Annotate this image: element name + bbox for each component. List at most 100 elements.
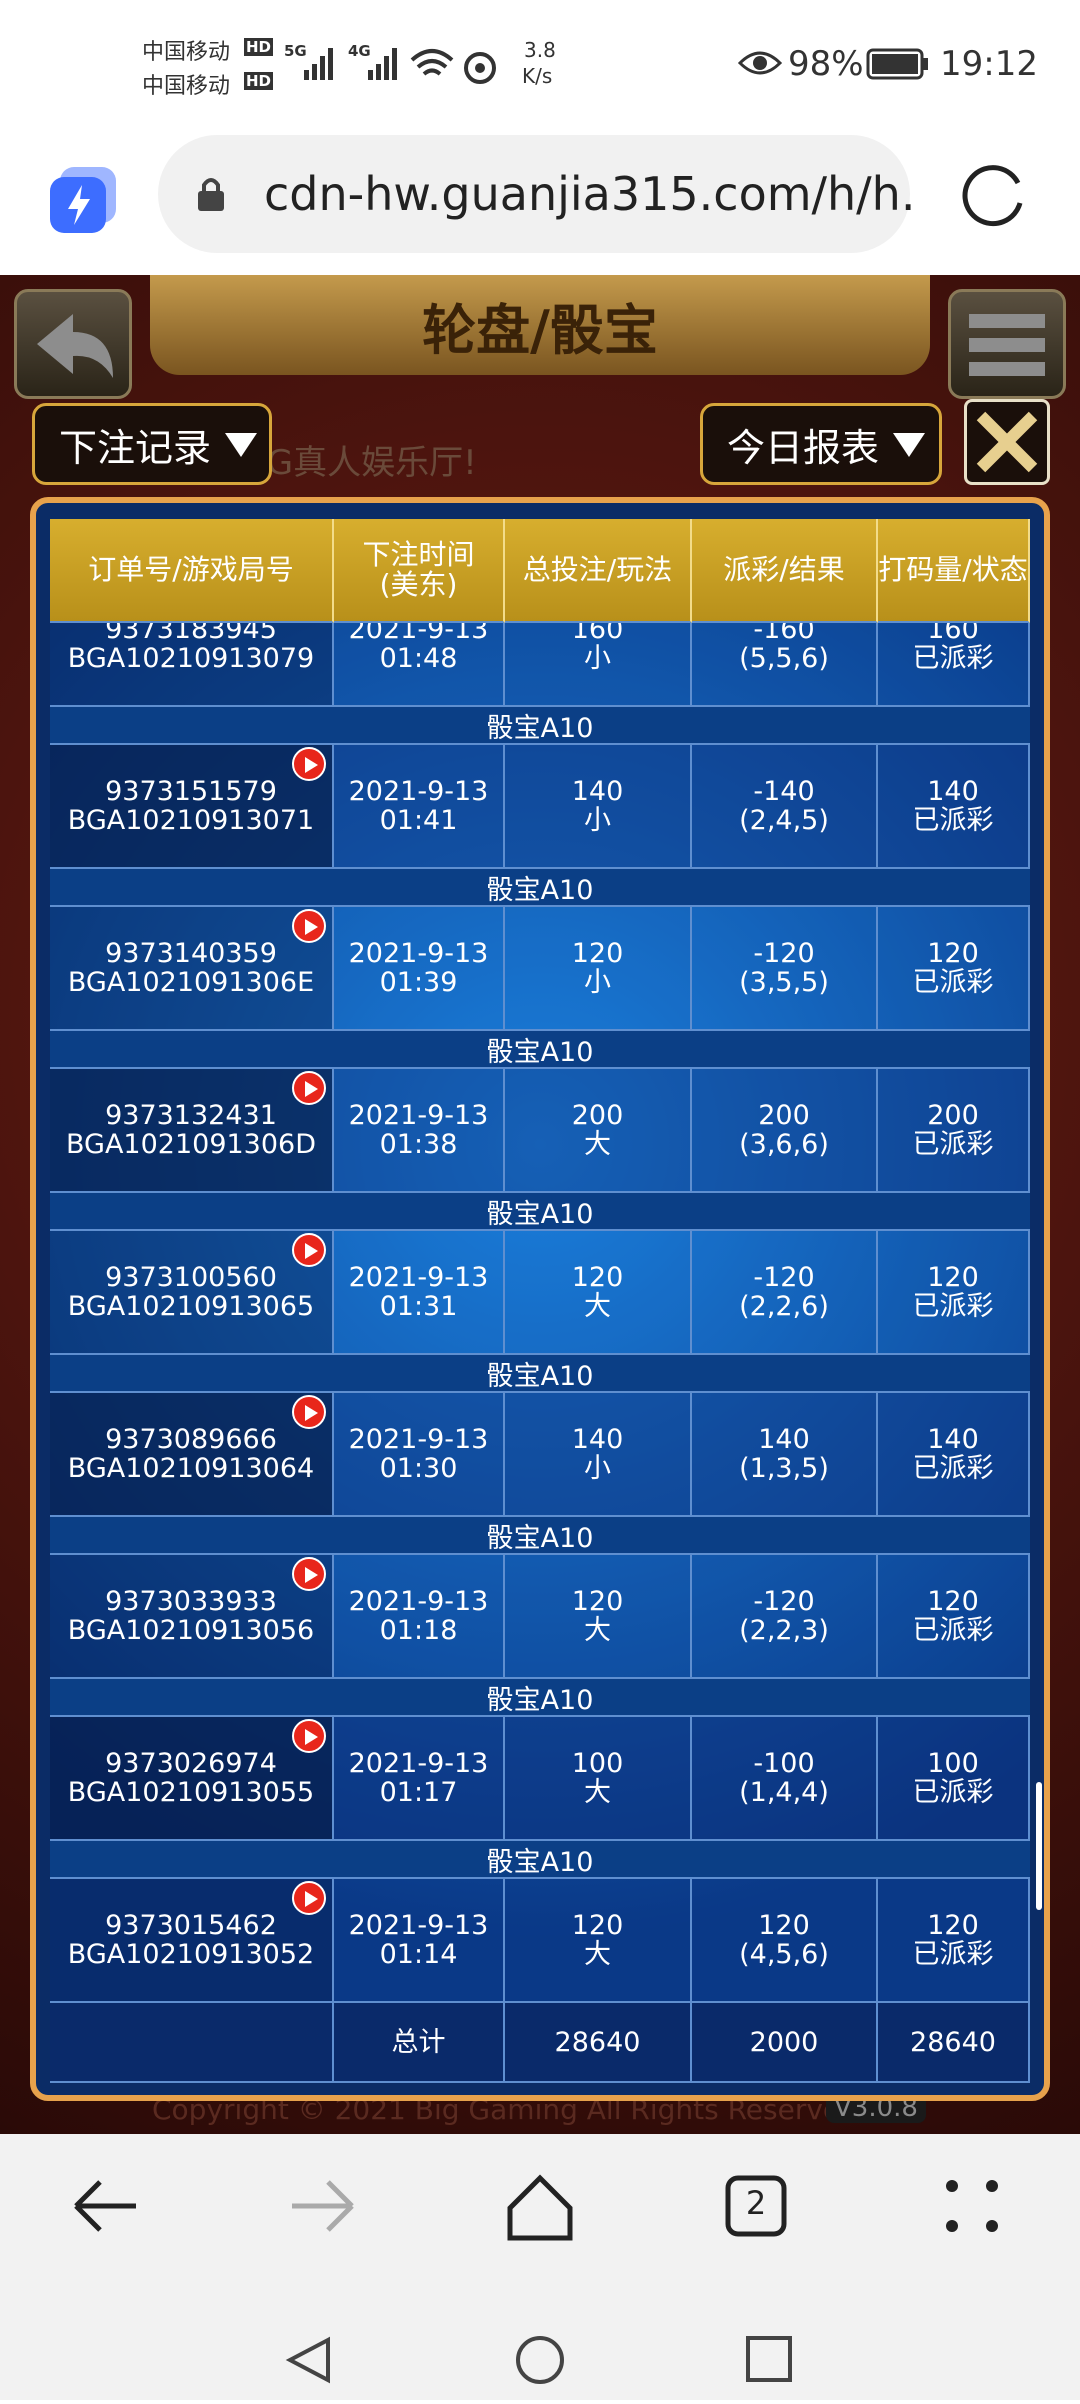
table-cell: 2021-9-13 01:31 (334, 1231, 505, 1355)
play-button[interactable] (292, 1881, 326, 1915)
cell-text: 01:30 (379, 1453, 458, 1484)
system-back[interactable] (285, 2336, 330, 2384)
cell-text: 2021-9-13 (348, 776, 489, 807)
eye-icon (738, 51, 782, 75)
back-button[interactable] (14, 289, 132, 399)
cell-text: -120 (753, 1586, 815, 1617)
cell-text: 01:41 (379, 805, 458, 836)
cell-text: 200 (758, 1100, 810, 1131)
cell-text: 已派彩 (912, 1939, 994, 1970)
cell-text: 大 (584, 1939, 611, 1970)
header-cell: 派彩/结果 (692, 519, 878, 623)
table-cell: 9373033933 BGA10210913056 (50, 1555, 334, 1679)
table-cell: 9373015462 BGA10210913052 (50, 1879, 334, 2003)
clock: 19:12 (940, 44, 1038, 84)
play-button[interactable] (292, 747, 326, 781)
close-button[interactable] (964, 399, 1050, 485)
cell-text: -120 (753, 1262, 815, 1293)
cell-text: 01:31 (379, 1291, 458, 1322)
report-dropdown[interactable]: 今日报表 (700, 403, 942, 485)
reload-button[interactable] (958, 159, 1034, 235)
cell-text: 已派彩 (912, 967, 994, 998)
cell-text: 小 (584, 967, 611, 998)
scrollbar (1036, 1782, 1042, 1910)
url: cdn-hw.guanjia315.com/h/h. (264, 167, 916, 221)
menu-button[interactable] (948, 289, 1066, 399)
cell-text: 120 (571, 938, 624, 969)
cell-text: BGA10210913056 (67, 1615, 315, 1646)
play-button[interactable] (292, 1233, 326, 1267)
table-body: 9373183945 BGA10210913079 2021-9-13 01:48 16… (50, 519, 1030, 2083)
game-label: 骰宝A10 (50, 869, 1030, 907)
cell-text: 9373151579 (105, 776, 277, 807)
browser-nav: 2 (0, 2134, 1080, 2400)
carrier: 中国移动 (142, 74, 231, 99)
system-home[interactable] (516, 2336, 564, 2384)
game-label: 骰宝A10 (50, 1031, 1030, 1069)
play-button[interactable] (292, 909, 326, 943)
cell-text: 9373089666 (105, 1424, 277, 1455)
table-cell: -120 (2,2,6) (692, 1231, 878, 1355)
game-label: 骰宝A10 (50, 1841, 1030, 1879)
dropdown-arrow (225, 433, 258, 457)
lock-icon (198, 178, 224, 211)
cell-text: BGA10210913065 (67, 1291, 315, 1322)
home-icon[interactable] (507, 2174, 573, 2241)
play-button[interactable] (292, 1395, 326, 1429)
cell-text: 已派彩 (912, 805, 994, 836)
total-cell: 28640 (878, 2003, 1030, 2083)
cell-text: (4,5,6) (739, 1939, 829, 1970)
table-cell: 9373151579 BGA10210913071 (50, 745, 334, 869)
net-speed: 3.8 (524, 38, 556, 62)
game-label: 骰宝A10 (50, 1355, 1030, 1393)
cell-text: 小 (584, 805, 611, 836)
cell-text: -140 (753, 776, 815, 807)
play-button[interactable] (292, 1557, 326, 1591)
cell-text: BGA10210913055 (67, 1777, 315, 1808)
cell-text: 01:17 (379, 1777, 458, 1808)
play-button[interactable] (292, 1071, 326, 1105)
cell-text: 140 (758, 1424, 810, 1455)
table-cell: 100 大 (505, 1717, 692, 1841)
cell-text: 120 (927, 938, 979, 969)
table-cell: 9373100560 BGA10210913065 (50, 1231, 334, 1355)
table-cell: 120 (4,5,6) (692, 1879, 878, 2003)
more-icon[interactable] (946, 2180, 998, 2232)
forward-icon[interactable] (292, 2180, 354, 2232)
tabs-icon[interactable] (725, 2175, 787, 2237)
cell-text: 已派彩 (912, 1615, 994, 1646)
table-cell: -100 (1,4,4) (692, 1717, 878, 1841)
table-cell: 2021-9-13 01:14 (334, 1879, 505, 2003)
address-bar[interactable]: cdn-hw.guanjia315.com/h/h. (158, 135, 915, 253)
browser-logo[interactable] (46, 163, 122, 239)
nav-icons (74, 2174, 998, 2384)
cell-text: 200 (927, 1100, 979, 1131)
cell-text: BGA10210913052 (67, 1939, 315, 1970)
table-cell: 140 已派彩 (878, 1393, 1030, 1517)
cell-text: 01:18 (379, 1615, 458, 1646)
dropdown-label: 今日报表 (727, 425, 880, 470)
table-cell: 9373026974 BGA10210913055 (50, 1717, 334, 1841)
table-cell: 120 已派彩 (878, 907, 1030, 1031)
game-label: 骰宝A10 (50, 1193, 1030, 1231)
play-button[interactable] (292, 1719, 326, 1753)
cell-text: (3,6,6) (739, 1129, 829, 1160)
table-cell: 120 已派彩 (878, 1231, 1030, 1355)
table-cell: 9373089666 BGA10210913064 (50, 1393, 334, 1517)
table-cell: 140 小 (505, 1393, 692, 1517)
system-recents[interactable] (746, 2336, 792, 2382)
cell-text: 9373140359 (105, 938, 277, 969)
records-dropdown[interactable]: 下注记录 (32, 403, 272, 485)
cell-text: BGA10210913079 (67, 643, 315, 674)
cell-text: (1,4,4) (739, 1777, 829, 1808)
cell-text: 120 (927, 1586, 979, 1617)
table-cell: -140 (2,4,5) (692, 745, 878, 869)
total-cell: 总计 (334, 2003, 505, 2083)
table-cell: 120 大 (505, 1555, 692, 1679)
table-cell: 120 已派彩 (878, 1879, 1030, 2003)
cell-text: -120 (753, 938, 815, 969)
cell-text: 大 (584, 1291, 611, 1322)
cell-text: BGA1021091306E (67, 967, 315, 998)
back-icon[interactable] (74, 2180, 136, 2232)
cell-text: 2021-9-13 (348, 1910, 489, 1941)
